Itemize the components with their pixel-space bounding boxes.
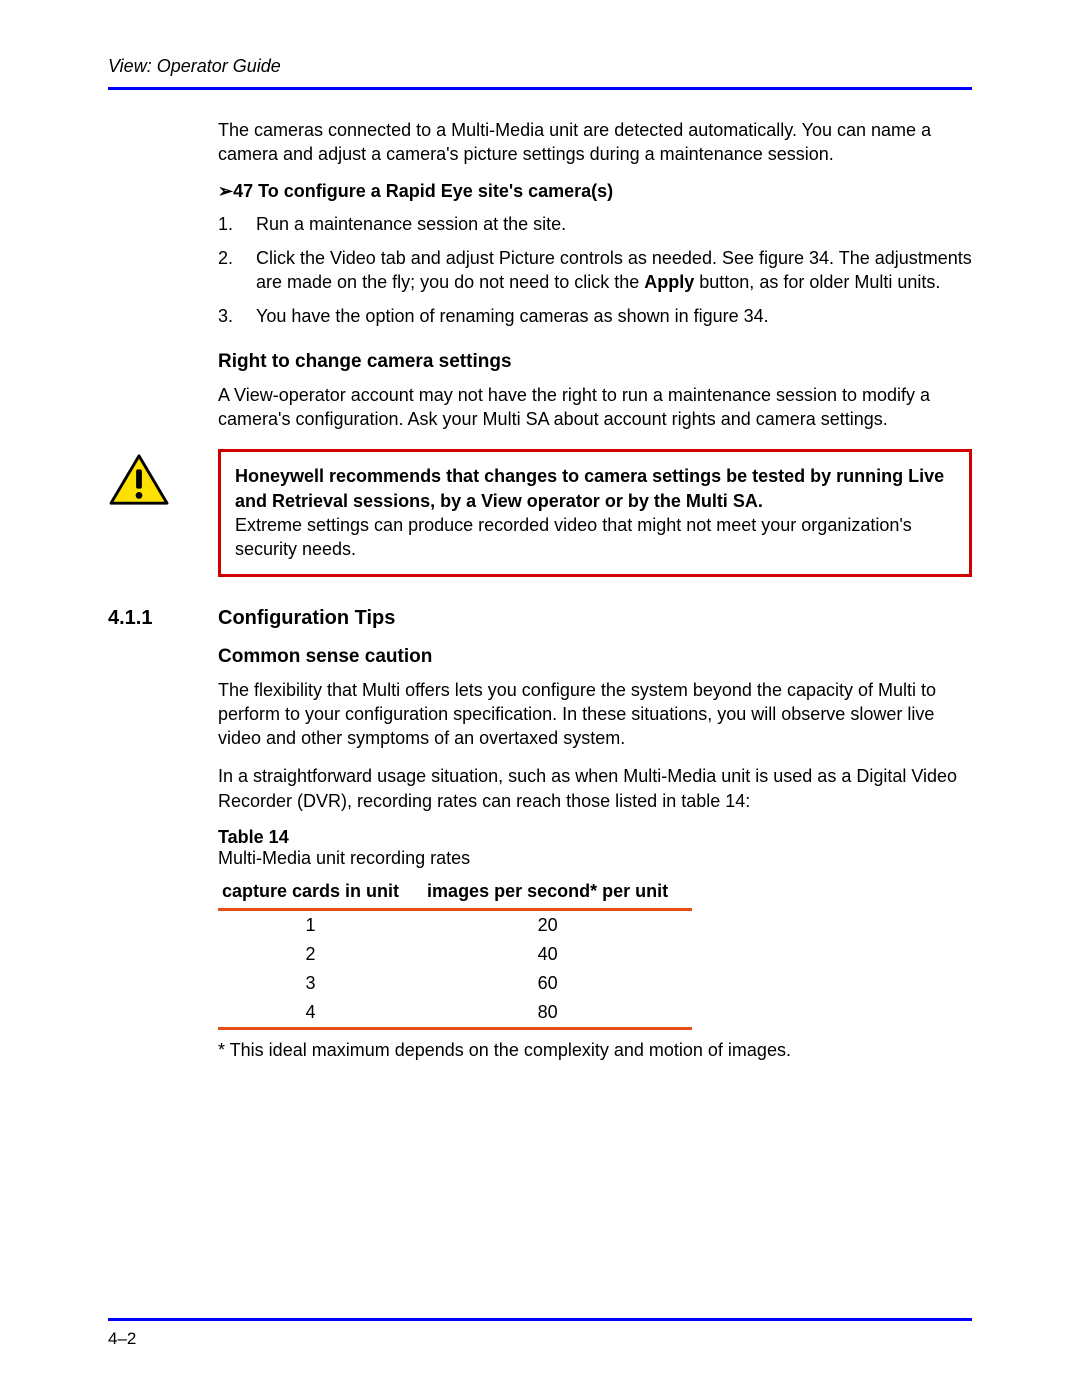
right-heading: Right to change camera settings (218, 351, 972, 373)
table-cell: 3 (218, 969, 423, 998)
warning-text: Honeywell recommends that changes to cam… (235, 464, 955, 561)
warning-box: Honeywell recommends that changes to cam… (218, 449, 972, 576)
step-number: 2. (218, 246, 256, 295)
warning-icon (108, 449, 178, 512)
page-number: 4–2 (108, 1329, 972, 1349)
common-heading: Common sense caution (218, 646, 972, 668)
footer: 4–2 (108, 1318, 972, 1349)
col-capture-cards: capture cards in unit (218, 875, 423, 910)
step-2: 2. Click the Video tab and adjust Pictur… (218, 246, 972, 295)
section-heading: 4.1.1 Configuration Tips (108, 607, 972, 630)
step-number: 3. (218, 304, 256, 328)
section-title: Configuration Tips (218, 607, 395, 630)
table-row: 360 (218, 969, 692, 998)
table-cell: 40 (423, 940, 692, 969)
content-column-2: Common sense caution The flexibility tha… (218, 646, 972, 1061)
table-row: 240 (218, 940, 692, 969)
warning-row: Honeywell recommends that changes to cam… (108, 449, 972, 576)
col-images-per-second: images per second* per unit (423, 875, 692, 910)
header-title: View: Operator Guide (108, 56, 972, 77)
table-header-row: capture cards in unit images per second*… (218, 875, 692, 910)
table-cell: 4 (218, 998, 423, 1029)
right-body: A View-operator account may not have the… (218, 383, 972, 432)
footer-rule (108, 1318, 972, 1321)
step-text: Run a maintenance session at the site. (256, 212, 972, 236)
common-p2: In a straightforward usage situation, su… (218, 764, 972, 813)
step-number: 1. (218, 212, 256, 236)
table-footnote: * This ideal maximum depends on the comp… (218, 1040, 972, 1061)
table-cell: 20 (423, 910, 692, 941)
step-1: 1. Run a maintenance session at the site… (218, 212, 972, 236)
procedure-title: ➢47 To configure a Rapid Eye site's came… (218, 181, 972, 202)
table-row: 480 (218, 998, 692, 1029)
common-p1: The flexibility that Multi offers lets y… (218, 678, 972, 751)
table-cell: 1 (218, 910, 423, 941)
section-number: 4.1.1 (108, 607, 218, 630)
table-cell: 60 (423, 969, 692, 998)
step-text: You have the option of renaming cameras … (256, 304, 972, 328)
table-cell: 80 (423, 998, 692, 1029)
step-text: Click the Video tab and adjust Picture c… (256, 246, 972, 295)
content-column: The cameras connected to a Multi-Media u… (218, 118, 972, 431)
header-rule (108, 87, 972, 90)
arrow-icon: ➢ (218, 181, 233, 201)
intro-paragraph: The cameras connected to a Multi-Media u… (218, 118, 972, 167)
table-cell: 2 (218, 940, 423, 969)
recording-rates-table: capture cards in unit images per second*… (218, 875, 692, 1030)
table-label: Table 14 Multi-Media unit recording rate… (218, 827, 972, 869)
table-row: 120 (218, 910, 692, 941)
page: View: Operator Guide The cameras connect… (0, 0, 1080, 1397)
procedure-title-text: 47 To configure a Rapid Eye site's camer… (233, 181, 613, 201)
procedure-steps: 1. Run a maintenance session at the site… (218, 212, 972, 329)
step-3: 3. You have the option of renaming camer… (218, 304, 972, 328)
